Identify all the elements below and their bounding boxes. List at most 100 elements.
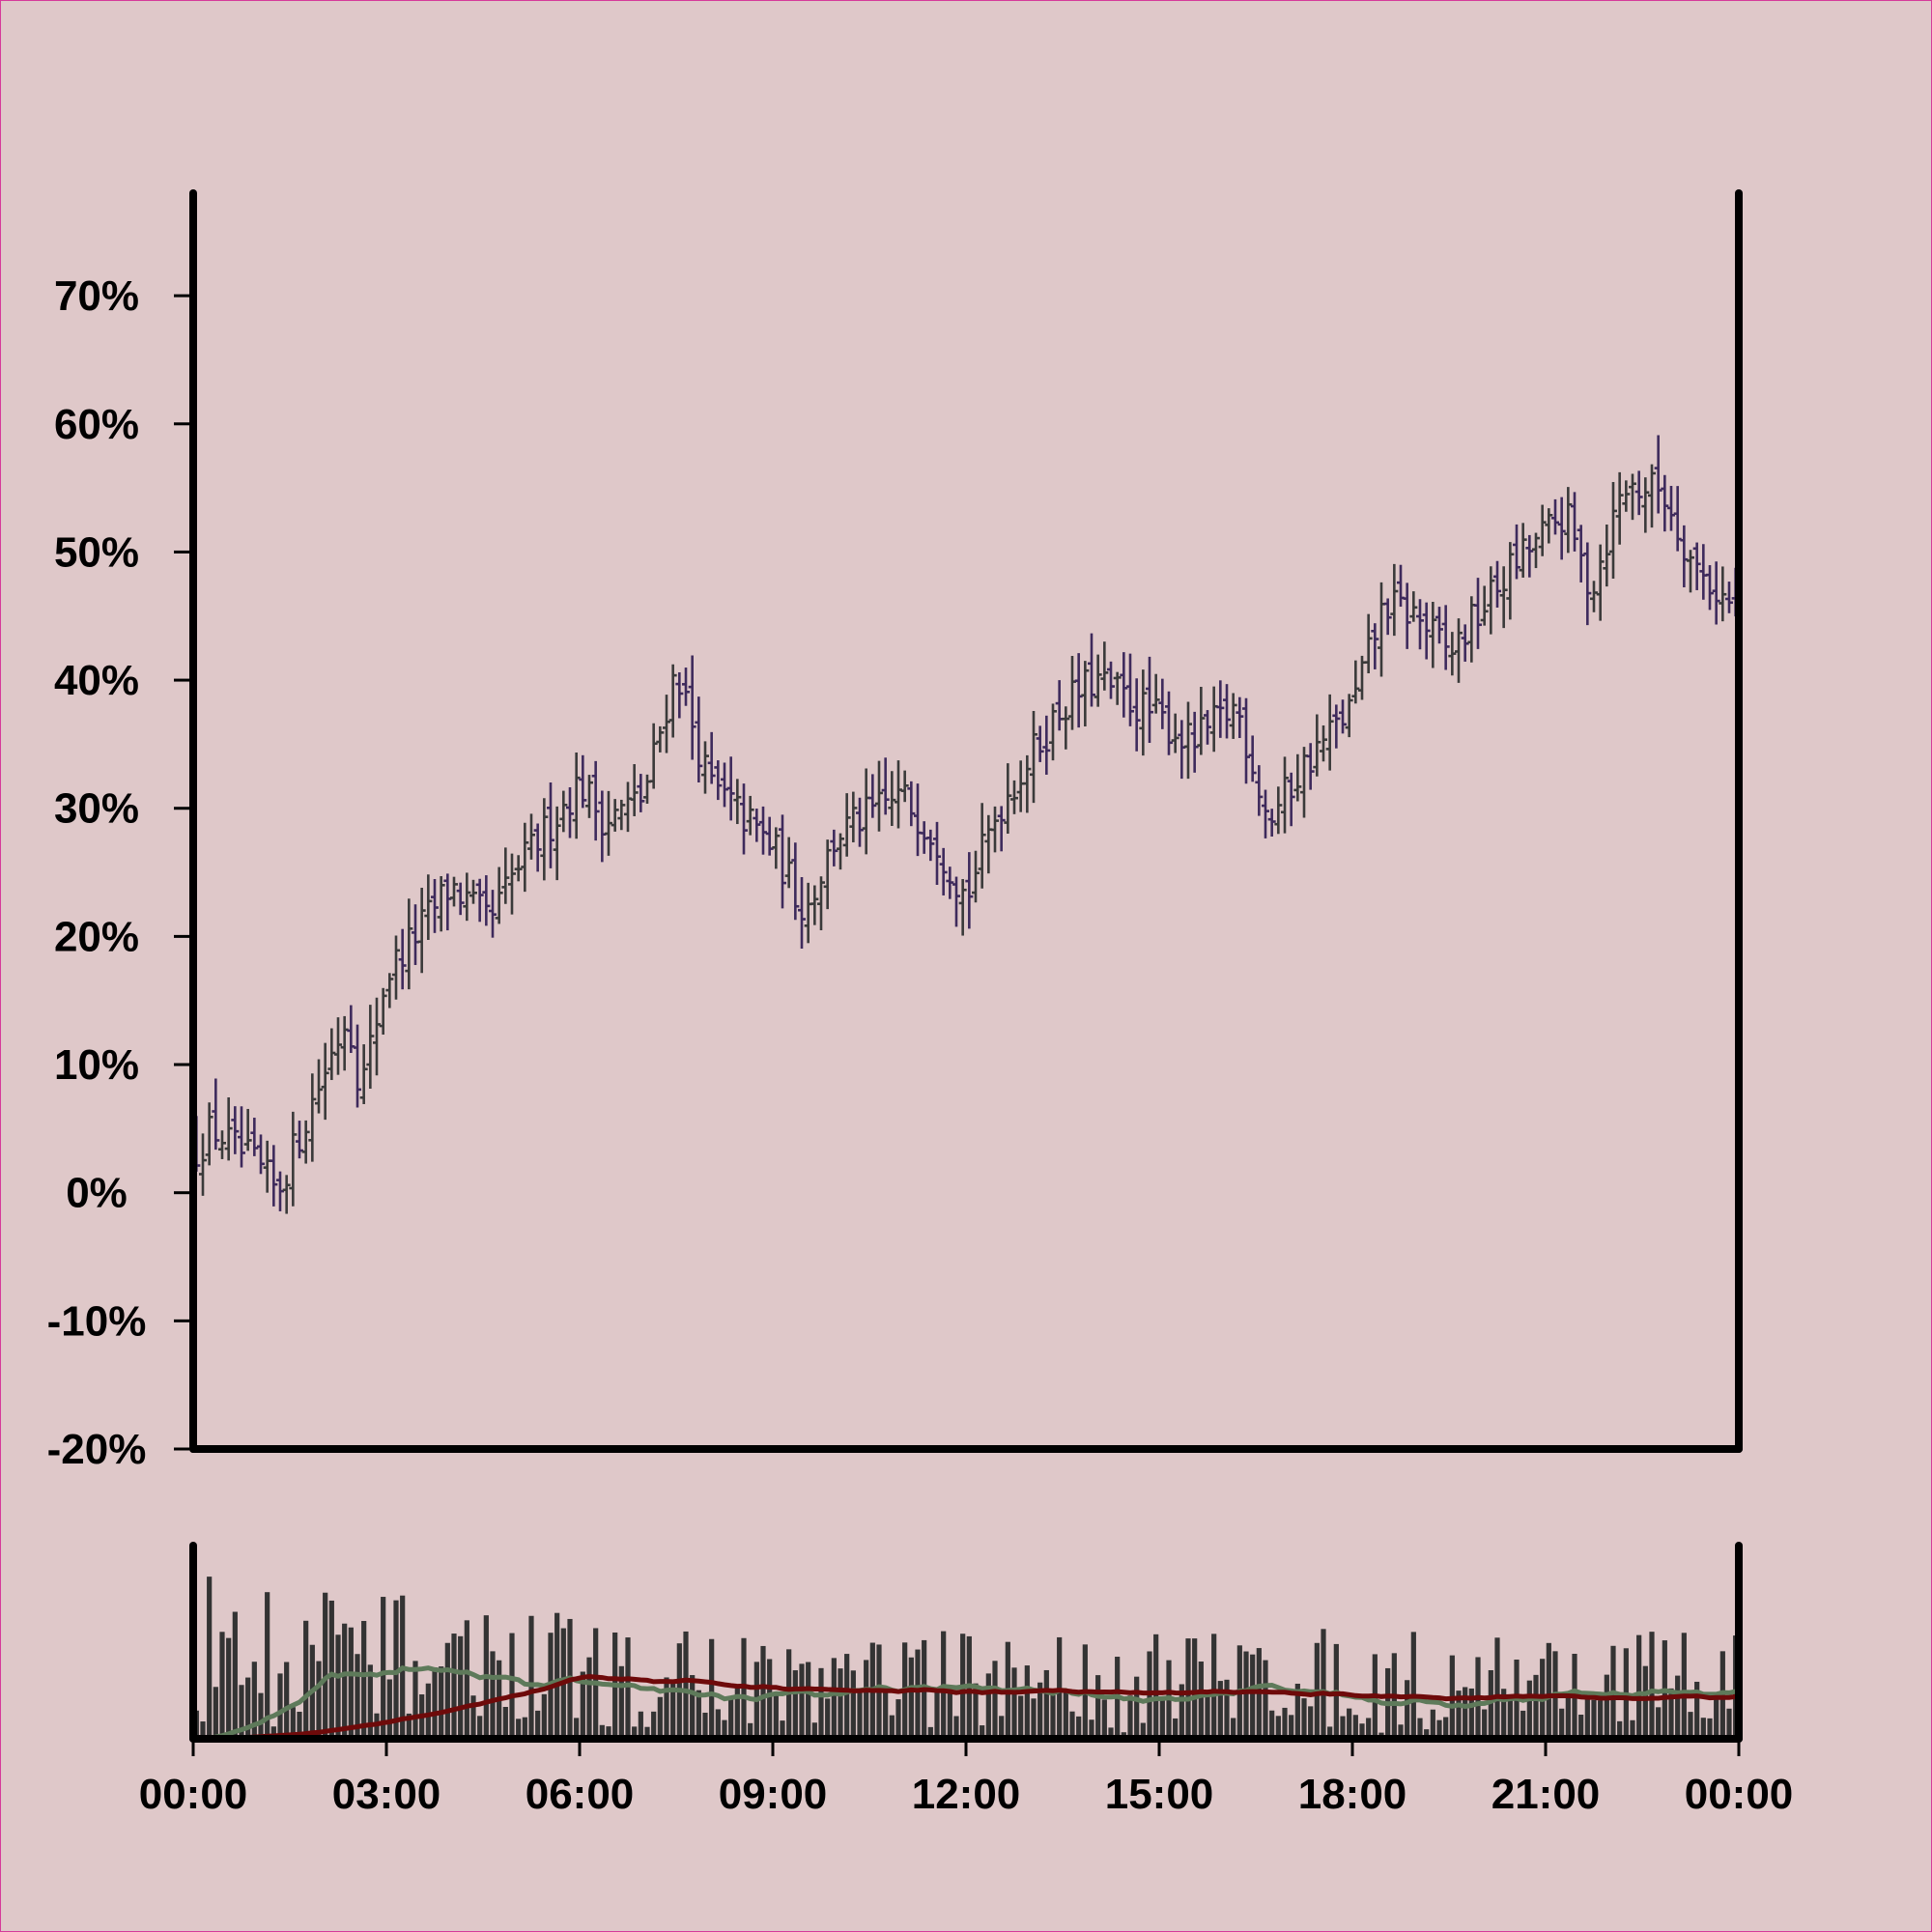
ohlc-bar: [443, 873, 452, 931]
ohlc-bar: [412, 904, 419, 965]
volume-bar: [947, 1686, 952, 1739]
ohlc-bar: [868, 774, 877, 818]
volume-bar: [522, 1717, 527, 1739]
volume-bar: [1410, 1632, 1416, 1739]
ohlc-bar: [1030, 710, 1037, 804]
volume-bar: [381, 1597, 386, 1739]
y-tick-label: 0%: [66, 1170, 128, 1217]
x-tick-label: 00:00: [139, 1771, 248, 1818]
ohlc-bar: [340, 1015, 349, 1071]
y-tick-label: 30%: [54, 785, 139, 833]
volume-bar: [1636, 1634, 1642, 1739]
volume-bar: [1011, 1667, 1017, 1739]
volume-bar: [1140, 1722, 1146, 1739]
ohlc-bar: [617, 799, 626, 831]
ohlc-bar: [733, 779, 742, 825]
volume-bar: [528, 1615, 534, 1739]
ohlc-bar: [456, 882, 465, 916]
ohlc-bar: [817, 876, 825, 930]
ohlc-bar: [740, 783, 748, 855]
ohlc-bar: [598, 790, 607, 863]
volume-bar: [574, 1718, 580, 1739]
ohlc-bar: [784, 837, 793, 889]
ohlc-bar: [726, 756, 735, 821]
ohlc-bar: [1236, 696, 1244, 738]
x-axis-ticks: 00:00 03:00 06:00 09:00 12:00 15:00 18:00 21:00…: [139, 1743, 1793, 1818]
volume-bar: [1501, 1689, 1507, 1739]
volume-bar: [361, 1621, 367, 1739]
ohlc-bar: [359, 1044, 368, 1104]
ohlc-bar: [1577, 525, 1585, 582]
volume-bar: [425, 1683, 431, 1739]
volume-bar: [690, 1675, 696, 1739]
ohlc-bar: [1146, 656, 1153, 744]
volume-bar: [618, 1665, 624, 1739]
volume-bar: [1076, 1716, 1082, 1739]
ohlc-bar: [1088, 633, 1095, 707]
volume-bar: [1668, 1688, 1674, 1739]
ohlc-bar: [1609, 482, 1617, 580]
ohlc-bar: [1184, 701, 1192, 780]
ohlc-bar: [791, 842, 800, 921]
ohlc-bar: [1023, 754, 1032, 813]
volume-bar: [683, 1631, 689, 1739]
ohlc-bar: [475, 878, 484, 923]
ohlc-bar: [837, 833, 844, 870]
volume-bar: [883, 1686, 889, 1739]
price-panel-axes: [189, 189, 1743, 1453]
ohlc-bar: [1571, 492, 1578, 552]
ohlc-bar: [823, 839, 832, 910]
volume-bar: [316, 1661, 322, 1739]
ohlc-bar: [1158, 678, 1167, 729]
volume-bar: [477, 1716, 483, 1739]
volume-bar: [864, 1660, 869, 1739]
volume-bar: [1520, 1710, 1526, 1739]
ohlc-bar: [1615, 471, 1624, 545]
ohlc-bar: [1551, 498, 1559, 535]
ohlc-bar: [250, 1118, 259, 1156]
volume-bar: [1153, 1634, 1159, 1739]
volume-bar: [554, 1612, 560, 1739]
volume-bar: [444, 1642, 450, 1739]
volume-bar: [386, 1679, 392, 1739]
volume-bar: [516, 1719, 522, 1739]
ohlc-bar: [514, 855, 523, 882]
volume-bar: [1263, 1660, 1268, 1739]
ohlc-bar: [688, 655, 696, 760]
volume-bar: [992, 1661, 998, 1739]
ohlc-bar: [379, 987, 387, 1036]
volume-bar: [490, 1651, 496, 1739]
volume-bar: [1179, 1684, 1184, 1739]
volume-bar: [773, 1691, 779, 1739]
volume-bar: [1694, 1681, 1700, 1739]
volume-bar: [1347, 1708, 1352, 1739]
volume-bar: [328, 1600, 334, 1739]
ohlc-bar: [1216, 680, 1225, 738]
ohlc-bar: [1557, 497, 1566, 560]
ohlc-bar: [1692, 542, 1701, 590]
volume-bar: [226, 1637, 232, 1739]
volume-bar: [1282, 1707, 1288, 1739]
volume-bar: [1217, 1681, 1223, 1739]
ohlc-bar: [1255, 765, 1264, 816]
volume-bar: [586, 1657, 592, 1739]
ohlc-bar: [1590, 581, 1598, 612]
ohlc-bar: [1712, 561, 1720, 625]
volume-bar: [715, 1709, 721, 1739]
volume-bar: [1494, 1637, 1500, 1739]
volume-bar: [850, 1670, 856, 1739]
ohlc-bar: [1126, 653, 1134, 726]
volume-bar: [297, 1711, 302, 1739]
ohlc-bar: [308, 1073, 317, 1162]
ohlc-bar: [1629, 473, 1636, 521]
volume-bar: [889, 1715, 895, 1739]
volume-bar: [355, 1654, 360, 1739]
ohlc-bar: [965, 852, 974, 929]
ohlc-bar: [1004, 763, 1012, 834]
ohlc-bar: [1513, 524, 1520, 580]
ohlc-bar: [296, 1121, 303, 1159]
volume-bar: [1043, 1669, 1049, 1739]
ohlc-bar: [1480, 585, 1489, 626]
ohlc-bar: [276, 1171, 284, 1211]
volume-bar: [270, 1726, 276, 1739]
